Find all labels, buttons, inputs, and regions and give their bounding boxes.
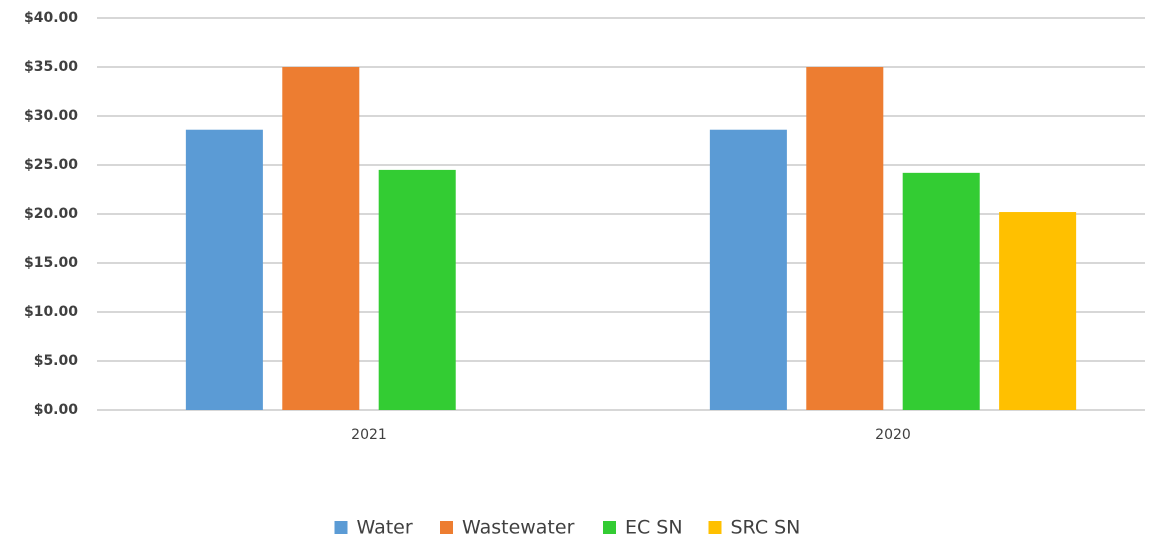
y-tick-label: $10.00 <box>24 304 78 320</box>
legend-label: SRC SN <box>731 517 801 538</box>
bar <box>282 67 360 410</box>
bar <box>709 129 787 410</box>
legend-swatch <box>440 521 453 534</box>
legend-swatch <box>708 521 722 534</box>
bar <box>902 172 980 410</box>
bar <box>999 212 1077 410</box>
y-tick-label: $20.00 <box>24 206 78 222</box>
legend-swatch <box>334 521 348 534</box>
legend-swatch <box>603 521 616 534</box>
x-tick-label: 2021 <box>351 427 387 443</box>
bar <box>378 169 456 410</box>
legend-label: Water <box>357 517 413 538</box>
y-tick-label: $0.00 <box>34 402 79 418</box>
y-tick-label: $5.00 <box>34 353 79 369</box>
x-tick-label: 2020 <box>875 427 911 443</box>
bar <box>185 129 263 410</box>
y-tick-label: $25.00 <box>24 157 78 173</box>
y-tick-label: $40.00 <box>24 10 78 26</box>
y-tick-label: $30.00 <box>24 108 78 124</box>
legend-label: Wastewater <box>462 517 575 538</box>
legend-label: EC SN <box>625 517 683 538</box>
y-tick-label: $15.00 <box>24 255 78 271</box>
y-tick-label: $35.00 <box>24 59 78 75</box>
bar <box>806 67 884 410</box>
